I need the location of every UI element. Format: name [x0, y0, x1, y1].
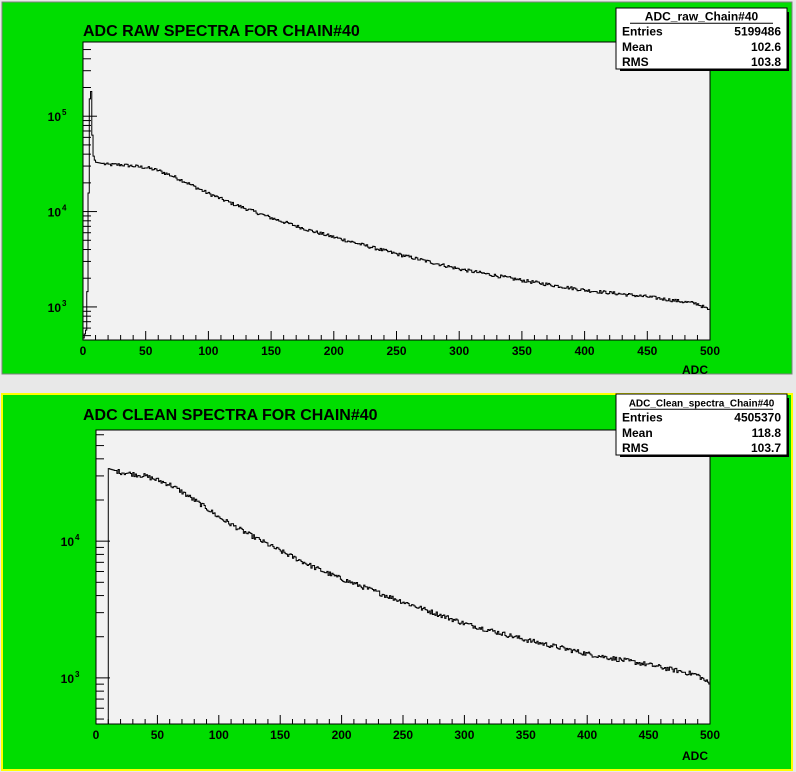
- x-tick-label: 50: [151, 728, 165, 742]
- x-tick-label: 300: [449, 344, 469, 358]
- y-tick-label: 10: [48, 206, 62, 220]
- x-tick-label: 0: [80, 344, 87, 358]
- x-tick-label: 250: [386, 344, 406, 358]
- x-tick-label: 500: [700, 344, 720, 358]
- stats-value: 118.8: [752, 426, 782, 440]
- y-tick-exponent: 4: [62, 204, 67, 213]
- x-tick-label: 200: [332, 728, 352, 742]
- x-tick-label: 150: [261, 344, 281, 358]
- y-tick-label: 10: [48, 301, 62, 315]
- x-tick-label: 400: [577, 728, 597, 742]
- chart-panel-2: ADC CLEAN SPECTRA FOR CHAIN#40 0 50 100 150 2…: [1, 393, 793, 771]
- stats-box: ADC_Clean_spectra_Chain#40 Entries 4505370…: [615, 393, 789, 457]
- x-tick-label: 250: [393, 728, 413, 742]
- chart-title: ADC CLEAN SPECTRA FOR CHAIN#40: [83, 407, 378, 424]
- x-tick-label: 100: [198, 344, 218, 358]
- plot-frame: [82, 41, 711, 341]
- y-tick-exponent: 3: [75, 670, 80, 679]
- stats-value: 102.6: [751, 40, 781, 54]
- stats-box: ADC_raw_Chain#40 Entries 5199486 Mean 102.6 R…: [615, 7, 789, 71]
- x-axis-label: ADC: [682, 749, 708, 763]
- stats-box-frame: [615, 7, 788, 70]
- histogram-line: [82, 90, 710, 340]
- y-tick-label: 10: [61, 535, 75, 549]
- stats-label: Mean: [622, 426, 653, 440]
- x-tick-label: 150: [270, 728, 290, 742]
- stats-box-name: ADC_raw_Chain#40: [645, 9, 759, 23]
- stats-label: Mean: [622, 40, 653, 54]
- stats-label: RMS: [622, 441, 649, 455]
- stats-box-name: ADC_Clean_spectra_Chain#40: [629, 398, 775, 409]
- y-tick-label: 10: [61, 672, 75, 686]
- y-tick-exponent: 5: [62, 108, 67, 117]
- x-tick-label: 300: [454, 728, 474, 742]
- y-tick-exponent: 4: [75, 533, 80, 542]
- x-tick-label: 450: [637, 344, 657, 358]
- stats-value: 5199486: [734, 25, 781, 39]
- stats-value: 103.8: [751, 55, 781, 69]
- x-tick-label: 450: [639, 728, 659, 742]
- x-tick-label: 100: [209, 728, 229, 742]
- stats-label: Entries: [622, 411, 663, 425]
- x-tick-label: 500: [700, 728, 720, 742]
- histogram-line: [107, 468, 710, 724]
- y-tick-exponent: 3: [62, 299, 67, 308]
- stats-value: 4505370: [734, 411, 781, 425]
- x-tick-label: 400: [575, 344, 595, 358]
- stats-value: 103.7: [751, 441, 781, 455]
- stats-label: RMS: [622, 55, 649, 69]
- x-tick-label: 350: [512, 344, 532, 358]
- stats-label: Entries: [622, 25, 663, 39]
- x-axis-label: ADC: [682, 363, 708, 377]
- x-tick-label: 200: [324, 344, 344, 358]
- y-tick-label: 10: [48, 110, 62, 124]
- plot-frame: [95, 429, 711, 725]
- x-tick-label: 50: [139, 344, 153, 358]
- x-tick-label: 0: [93, 728, 100, 742]
- chart-title: ADC RAW SPECTRA FOR CHAIN#40: [83, 23, 360, 40]
- x-tick-label: 350: [516, 728, 536, 742]
- chart-panel-1: ADC RAW SPECTRA FOR CHAIN#40 0 50 100 150 200…: [1, 1, 793, 377]
